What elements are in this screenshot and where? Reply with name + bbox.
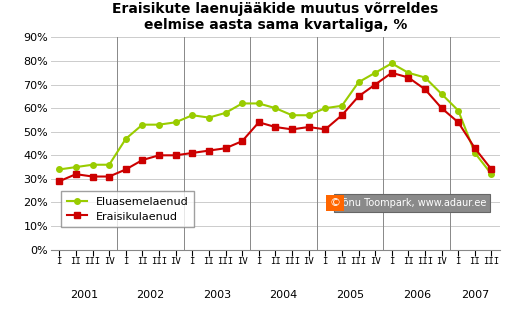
Eluasemelaenud bbox=[56, 168, 62, 171]
Line: Eraisikulaenud: Eraisikulaenud bbox=[56, 70, 493, 184]
Eraisikulaenud bbox=[488, 168, 494, 171]
Eluasemelaenud bbox=[89, 163, 95, 167]
Eluasemelaenud bbox=[488, 172, 494, 176]
Eluasemelaenud bbox=[255, 102, 261, 105]
Eraisikulaenud bbox=[455, 120, 461, 124]
Text: 2001: 2001 bbox=[70, 290, 98, 300]
Eluasemelaenud bbox=[73, 165, 79, 169]
Line: Eluasemelaenud: Eluasemelaenud bbox=[56, 61, 493, 177]
Eraisikulaenud bbox=[106, 175, 112, 178]
Eraisikulaenud bbox=[123, 168, 129, 171]
Eraisikulaenud bbox=[239, 139, 245, 143]
Eluasemelaenud bbox=[222, 111, 228, 115]
Eluasemelaenud bbox=[388, 61, 394, 65]
Eraisikulaenud bbox=[73, 172, 79, 176]
Eraisikulaenud bbox=[322, 128, 328, 131]
Eluasemelaenud bbox=[156, 123, 162, 127]
Text: 2006: 2006 bbox=[402, 290, 430, 300]
Eluasemelaenud bbox=[338, 104, 344, 108]
Eraisikulaenud bbox=[222, 146, 228, 150]
Eluasemelaenud bbox=[123, 137, 129, 141]
Eraisikulaenud bbox=[255, 120, 261, 124]
Eluasemelaenud bbox=[322, 106, 328, 110]
Text: 2002: 2002 bbox=[136, 290, 164, 300]
Text: ©: © bbox=[329, 198, 340, 208]
Eraisikulaenud bbox=[189, 151, 195, 155]
Eraisikulaenud bbox=[388, 71, 394, 75]
Eraisikulaenud bbox=[89, 175, 95, 178]
Eluasemelaenud bbox=[421, 76, 427, 79]
Eraisikulaenud bbox=[272, 125, 278, 129]
Text: 2003: 2003 bbox=[203, 290, 231, 300]
Eraisikulaenud bbox=[471, 146, 477, 150]
Eraisikulaenud bbox=[56, 179, 62, 183]
Eluasemelaenud bbox=[455, 109, 461, 112]
Eluasemelaenud bbox=[189, 113, 195, 117]
Eraisikulaenud bbox=[372, 83, 378, 86]
Eluasemelaenud bbox=[106, 163, 112, 167]
Eraisikulaenud bbox=[156, 154, 162, 157]
Eraisikulaenud bbox=[355, 95, 361, 98]
Eraisikulaenud bbox=[289, 128, 295, 131]
Eluasemelaenud bbox=[172, 120, 178, 124]
Eluasemelaenud bbox=[471, 151, 477, 155]
Eluasemelaenud bbox=[239, 102, 245, 105]
Eraisikulaenud bbox=[305, 125, 311, 129]
Eluasemelaenud bbox=[438, 92, 444, 96]
Eluasemelaenud bbox=[206, 116, 212, 119]
Eraisikulaenud bbox=[139, 158, 145, 162]
Text: Tõnu Toompark, www.adaur.ee: Tõnu Toompark, www.adaur.ee bbox=[337, 198, 486, 208]
Eraisikulaenud bbox=[206, 149, 212, 153]
Eluasemelaenud bbox=[405, 71, 411, 75]
Eluasemelaenud bbox=[372, 71, 378, 75]
Eraisikulaenud bbox=[172, 154, 178, 157]
Eluasemelaenud bbox=[139, 123, 145, 127]
Text: 2005: 2005 bbox=[335, 290, 363, 300]
Title: Eraisikute laenujääkide muutus võrreldes
eelmise aasta sama kvartaliga, %: Eraisikute laenujääkide muutus võrreldes… bbox=[112, 2, 438, 32]
Eraisikulaenud bbox=[438, 106, 444, 110]
Eluasemelaenud bbox=[272, 106, 278, 110]
Eraisikulaenud bbox=[338, 113, 344, 117]
Eluasemelaenud bbox=[305, 113, 311, 117]
Eluasemelaenud bbox=[289, 113, 295, 117]
Text: 2004: 2004 bbox=[269, 290, 297, 300]
Text: 2007: 2007 bbox=[460, 290, 488, 300]
Eraisikulaenud bbox=[405, 76, 411, 79]
Eraisikulaenud bbox=[421, 87, 427, 91]
Legend: Eluasemelaenud, Eraisikulaenud: Eluasemelaenud, Eraisikulaenud bbox=[61, 191, 193, 227]
Eluasemelaenud bbox=[355, 80, 361, 84]
